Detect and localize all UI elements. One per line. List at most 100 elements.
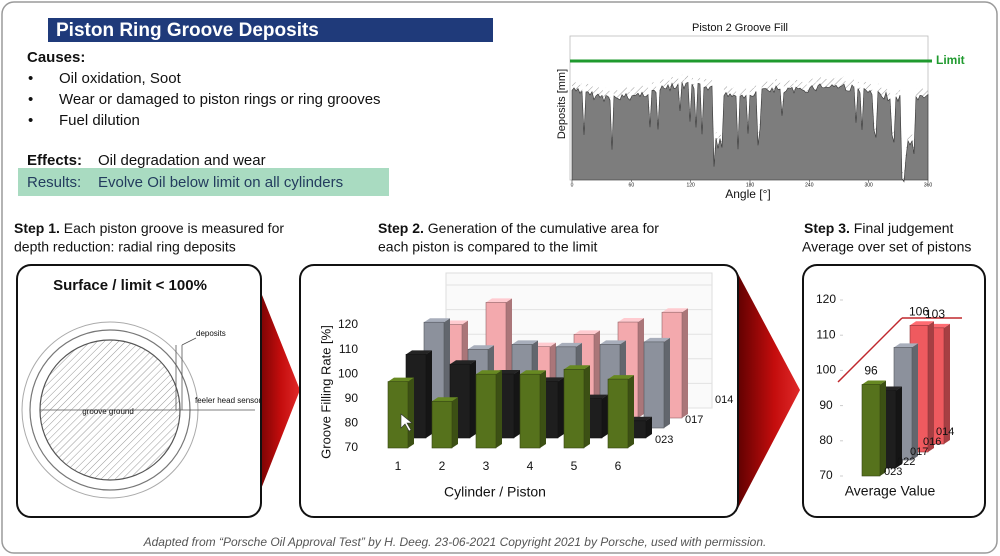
bar-top <box>618 318 644 323</box>
step1-title: Surface / limit < 100% <box>53 277 207 294</box>
depth-label: 023 <box>655 434 673 446</box>
bar-side <box>896 386 902 468</box>
x-tick-label: 2 <box>439 459 446 473</box>
step-line: depth reduction: radial ring deposits <box>14 239 236 255</box>
title-bar <box>48 18 493 42</box>
bar-top <box>574 330 600 335</box>
depth-label: 016 <box>923 436 941 448</box>
x-tick-label: 5 <box>571 459 578 473</box>
y-tick-label: 120 <box>816 292 836 306</box>
effects-text: Oil degradation and wear <box>98 152 266 169</box>
bullet: • <box>28 112 33 129</box>
y-tick-label: 100 <box>338 366 358 380</box>
depth-label: 022 <box>897 456 915 468</box>
causes-heading: Causes: <box>27 49 85 66</box>
cursor <box>400 413 413 432</box>
x-tick-label: 300 <box>864 182 873 188</box>
depth-label: 014 <box>936 426 954 438</box>
depth-label: 017 <box>910 446 928 458</box>
bar <box>643 341 665 429</box>
bar-top <box>556 342 582 347</box>
arrow <box>736 270 800 512</box>
groove-y-label: Deposits [mm] <box>556 69 568 139</box>
value-label: 96 <box>864 364 878 378</box>
bar <box>861 384 881 477</box>
value-label: 106 <box>909 304 929 318</box>
arrow <box>252 270 300 512</box>
diagram-label: groove ground <box>82 407 134 416</box>
bar-top <box>862 380 886 385</box>
bar-side <box>912 343 918 460</box>
x-tick-label: 240 <box>805 182 814 188</box>
y-tick-label: 90 <box>819 398 833 412</box>
bar-side <box>514 370 520 438</box>
y-tick-label: 120 <box>338 317 358 331</box>
y-tick-label: 90 <box>345 391 359 405</box>
groove-x-label: Angle [°] <box>725 187 771 201</box>
bar-top <box>520 370 546 375</box>
step-text: Step 3. Final judgement <box>804 220 954 236</box>
bar-top <box>512 340 538 345</box>
y-tick-label: 110 <box>816 327 835 341</box>
x-tick-label: 120 <box>686 182 695 188</box>
limit-label: Limit <box>936 53 965 67</box>
x-tick-label: 4 <box>527 459 534 473</box>
bar-side <box>628 375 634 448</box>
bar-side <box>944 323 950 444</box>
bar-side <box>470 360 476 438</box>
bullet: • <box>28 91 33 108</box>
cause-item: Fuel dilution <box>59 112 140 129</box>
step2-x-label: Cylinder / Piston <box>444 484 546 500</box>
bar-side <box>928 321 934 452</box>
deposit-area <box>571 81 929 183</box>
step-line: each piston is compared to the limit <box>378 239 598 255</box>
bar-top <box>608 375 634 380</box>
step-line: Each piston groove is measured for <box>64 220 285 236</box>
step-text: Step 1. Each piston groove is measured f… <box>14 220 284 236</box>
bar-side <box>682 308 688 418</box>
x-tick-label: 0 <box>571 182 574 188</box>
bar-side <box>646 416 652 438</box>
bar <box>607 378 629 449</box>
bar-top <box>486 298 512 303</box>
x-tick-label: 360 <box>924 182 933 188</box>
bar-top <box>468 345 494 350</box>
diagram-label: deposits <box>196 329 226 338</box>
footer: Adapted from “Porsche Oil Approval Test”… <box>143 535 767 549</box>
y-tick-label: 70 <box>345 440 359 454</box>
bar-side <box>664 337 670 428</box>
bar-top <box>894 343 918 348</box>
x-tick-label: 3 <box>483 459 490 473</box>
bar-side <box>602 394 608 438</box>
bar-side <box>880 380 886 476</box>
step-label: Step 1. <box>14 220 60 236</box>
step-text: Step 2. Generation of the cumulative are… <box>378 220 659 236</box>
x-tick-label: 180 <box>746 182 755 188</box>
groove-chart-title: Piston 2 Groove Fill <box>692 22 788 34</box>
limit-trend <box>837 317 903 383</box>
bar-top <box>644 337 670 342</box>
y-tick-label: 110 <box>339 342 358 356</box>
bullet: • <box>28 70 33 87</box>
bar-top <box>432 397 458 402</box>
bar-top <box>406 350 432 355</box>
step2-chart: 70 80 90 100 110 120 014 017 023 1 2 3 4 5 6 <box>338 272 733 473</box>
title: Piston Ring Groove Deposits <box>56 20 319 41</box>
step2-y-label: Groove Filling Rate [%] <box>318 325 333 459</box>
bar-side <box>540 370 546 448</box>
depth-label: 014 <box>715 394 733 406</box>
bar-side <box>452 397 458 448</box>
bar-side <box>408 377 414 448</box>
y-tick-label: 80 <box>345 416 359 430</box>
diagram-label: feeler head sensor <box>195 396 262 405</box>
y-tick-label: 80 <box>819 433 833 447</box>
bar-top <box>388 377 414 382</box>
effects-label: Effects: <box>27 152 82 169</box>
value-label: 103 <box>925 307 945 321</box>
results-text: Evolve Oil below limit on all cylinders <box>98 174 343 191</box>
cause-item: Wear or damaged to piston rings or ring … <box>59 91 381 108</box>
y-tick-label: 100 <box>816 363 836 377</box>
bar-side <box>584 365 590 448</box>
bar <box>563 368 585 449</box>
results: Results: Evolve Oil below limit on all cy… <box>27 174 343 191</box>
